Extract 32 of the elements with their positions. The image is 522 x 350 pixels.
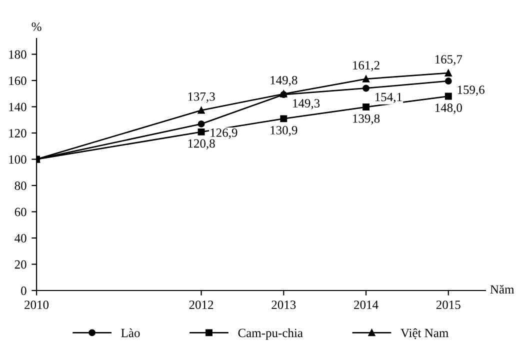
y-axis-title: %	[32, 22, 42, 31]
y-tick-label: 0	[21, 286, 26, 295]
x-tick-label: 2014	[354, 300, 378, 310]
y-tick-label: 60	[14, 208, 26, 216]
data-label: 149,8	[270, 76, 298, 86]
y-tick-label: 180	[9, 50, 26, 59]
y-tick-label: 80	[14, 182, 26, 190]
data-label: 130,9	[270, 126, 298, 136]
data-label: 120,8	[188, 139, 215, 150]
data-label: 159,6	[458, 86, 484, 96]
data-label: 165,7	[435, 55, 462, 66]
y-tick-label: 20	[14, 260, 26, 269]
x-tick-label: 2013	[272, 300, 296, 310]
data-label: 149,3	[293, 99, 320, 110]
y-tick-label: 140	[9, 102, 26, 112]
legend-label: Cam-pu-chia	[238, 328, 303, 340]
y-tick-label: 100	[9, 155, 26, 164]
data-label: 126,9	[210, 128, 238, 139]
y-tick-label: 120	[9, 129, 26, 138]
x-tick-label: 2012	[189, 300, 214, 310]
legend-label: Lào	[121, 328, 140, 338]
data-label: 154,1	[375, 92, 402, 104]
legend-label: Việt Nam	[400, 328, 448, 340]
y-tick-label: 160	[9, 76, 26, 85]
data-label: 139,8	[353, 114, 380, 125]
data-label: 148,0	[435, 104, 462, 114]
data-label: 161,2	[353, 61, 380, 72]
y-tick-label: 40	[14, 234, 26, 242]
data-label: 137,3	[188, 92, 215, 103]
x-axis-title: Năm	[490, 284, 514, 294]
x-tick-label: 2015	[436, 300, 460, 310]
x-tick-label: 2010	[24, 300, 49, 310]
